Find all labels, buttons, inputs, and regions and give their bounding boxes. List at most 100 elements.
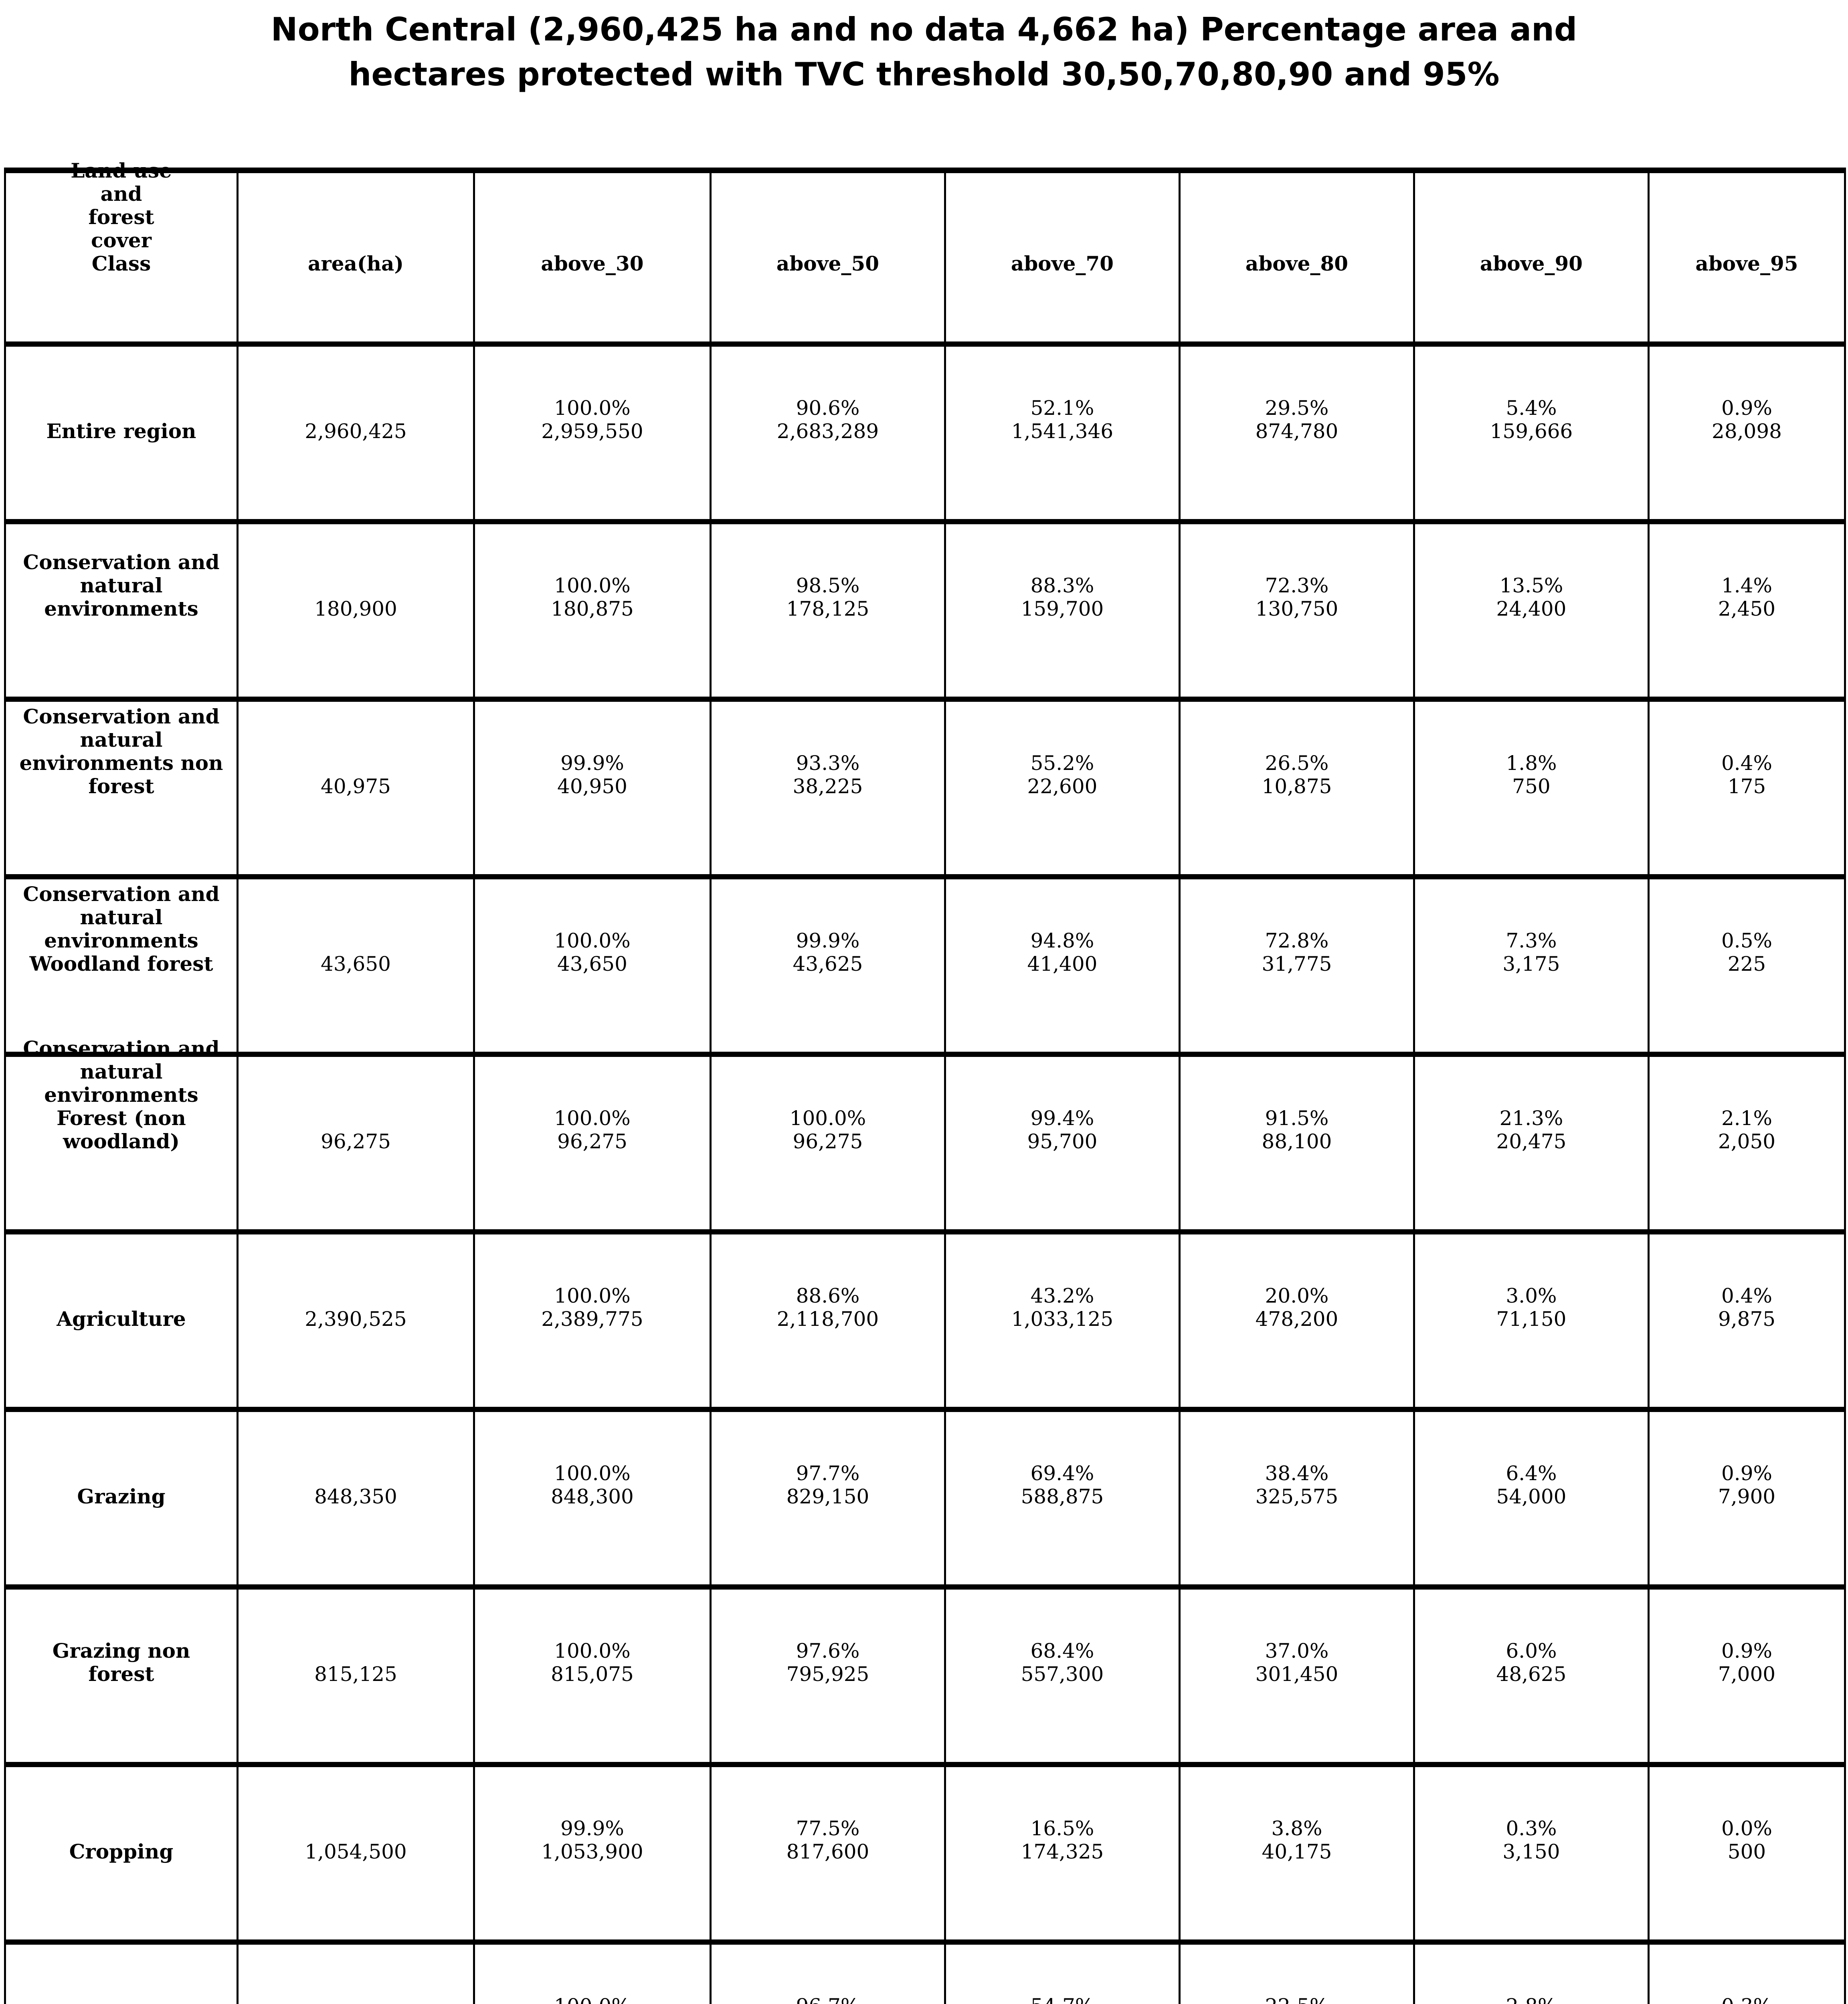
area-cell: 43,650 bbox=[237, 876, 475, 1055]
table-row-agriculture: Agriculture 2,390,525 100.0% 2,389,775 8… bbox=[4, 1231, 1846, 1410]
pct-ha-value: 22.5% 107,025 bbox=[1182, 1994, 1411, 2004]
area-value: 180,900 bbox=[314, 597, 397, 620]
pct-ha-value: 94.8% 41,400 bbox=[1027, 929, 1098, 976]
pct-ha-value: 0.4% 9,875 bbox=[1718, 1284, 1776, 1331]
table-body: Entire region 2,960,425 100.0% 2,959,550… bbox=[4, 343, 1846, 2004]
table-row-irrigation: Irrigation 476,625 100.0% 476,525 96.7% … bbox=[4, 1941, 1846, 2004]
data-cell: 69.4% 588,875 bbox=[944, 1408, 1181, 1588]
data-cell: 88.3% 159,700 bbox=[944, 521, 1181, 700]
pct-ha-value: 69.4% 588,875 bbox=[1021, 1462, 1104, 1508]
pct-ha-value: 100.0% 43,650 bbox=[554, 929, 631, 976]
data-cell: 0.5% 225 bbox=[1648, 876, 1846, 1055]
data-cell: 22.5% 107,025 bbox=[1179, 1941, 1415, 2004]
area-cell: 96,275 bbox=[237, 1053, 475, 1233]
data-cell: 97.6% 795,925 bbox=[710, 1586, 946, 1766]
data-cell: 88.6% 2,118,700 bbox=[710, 1231, 946, 1410]
col-header-text: area(ha) bbox=[307, 252, 404, 275]
col-header-text: above_50 bbox=[776, 252, 880, 275]
data-cell: 72.3% 130,750 bbox=[1179, 521, 1415, 700]
pct-ha-value: 7.3% 3,175 bbox=[1502, 929, 1560, 976]
table-row-conservation-woodland: Conservation and natural environments Wo… bbox=[4, 876, 1846, 1055]
pct-ha-value: 77.5% 817,600 bbox=[786, 1817, 869, 1863]
pct-ha-value: 93.3% 38,225 bbox=[793, 752, 863, 798]
row-label: Agriculture bbox=[57, 1307, 186, 1331]
pct-ha-value: 0.9% 28,098 bbox=[1712, 396, 1782, 443]
pct-ha-value: 13.5% 24,400 bbox=[1496, 574, 1567, 620]
data-cell: 0.9% 7,000 bbox=[1648, 1586, 1846, 1766]
col-header-above-95: above_95 bbox=[1648, 169, 1846, 345]
row-label: Grazing non forest bbox=[52, 1639, 190, 1686]
row-label-cell: Grazing bbox=[4, 1408, 239, 1588]
data-cell: 90.6% 2,683,289 bbox=[710, 343, 946, 523]
data-cell: 0.0% 500 bbox=[1648, 1764, 1846, 1943]
data-cell: 97.7% 829,150 bbox=[710, 1408, 946, 1588]
data-cell: 7.3% 3,175 bbox=[1413, 876, 1650, 1055]
pct-ha-value: 100.0% 2,389,775 bbox=[541, 1284, 643, 1331]
data-cell: 20.0% 478,200 bbox=[1179, 1231, 1415, 1410]
pct-ha-value: 100.0% 848,300 bbox=[551, 1462, 634, 1508]
data-cell: 3.0% 71,150 bbox=[1413, 1231, 1650, 1410]
pct-ha-value: 1.8% 750 bbox=[1506, 752, 1557, 798]
table-row-grazing-non-forest: Grazing non forest 815,125 100.0% 815,07… bbox=[4, 1586, 1846, 1766]
pct-ha-value: 0.3% 1,450 bbox=[1651, 1994, 1842, 2004]
data-cell: 99.4% 95,700 bbox=[944, 1053, 1181, 1233]
row-label-cell: Agriculture bbox=[4, 1231, 239, 1410]
pct-ha-value: 0.4% 175 bbox=[1721, 752, 1773, 798]
row-label: Conservation and natural environments bbox=[23, 550, 220, 620]
table-row-conservation-non-forest: Conservation and natural environments no… bbox=[4, 698, 1846, 878]
pct-ha-value: 55.2% 22,600 bbox=[1027, 752, 1098, 798]
col-header-above-80: above_80 bbox=[1179, 169, 1415, 345]
data-cell: 0.9% 7,900 bbox=[1648, 1408, 1846, 1588]
data-cell: 99.9% 1,053,900 bbox=[473, 1764, 712, 1943]
pct-ha-value: 26.5% 10,875 bbox=[1262, 752, 1332, 798]
col-header-above-30: above_30 bbox=[473, 169, 712, 345]
pct-ha-value: 2.1% 2,050 bbox=[1718, 1107, 1776, 1153]
col-header-text: above_30 bbox=[541, 252, 644, 275]
area-cell: 40,975 bbox=[237, 698, 475, 878]
data-cell: 21.3% 20,475 bbox=[1413, 1053, 1650, 1233]
pct-ha-value: 20.0% 478,200 bbox=[1255, 1284, 1338, 1331]
area-cell: 180,900 bbox=[237, 521, 475, 700]
pct-ha-value: 29.5% 874,780 bbox=[1255, 396, 1338, 443]
data-cell: 0.3% 1,450 bbox=[1648, 1941, 1846, 2004]
pct-ha-value: 91.5% 88,100 bbox=[1262, 1107, 1332, 1153]
data-cell: 1.8% 750 bbox=[1413, 698, 1650, 878]
data-cell: 2.1% 2,050 bbox=[1648, 1053, 1846, 1233]
pct-ha-value: 100.0% 96,275 bbox=[789, 1107, 866, 1153]
pct-ha-value: 43.2% 1,033,125 bbox=[1011, 1284, 1114, 1331]
pct-ha-value: 1.4% 2,450 bbox=[1718, 574, 1776, 620]
col-header-above-90: above_90 bbox=[1413, 169, 1650, 345]
data-cell: 100.0% 2,389,775 bbox=[473, 1231, 712, 1410]
row-label: Conservation and natural environments Wo… bbox=[23, 882, 220, 976]
pct-ha-value: 100.0% 815,075 bbox=[551, 1639, 634, 1686]
pct-ha-value: 99.9% 1,053,900 bbox=[541, 1817, 643, 1863]
pct-ha-value: 0.3% 3,150 bbox=[1502, 1817, 1560, 1863]
data-cell: 2.8% 13,350 bbox=[1413, 1941, 1650, 2004]
area-value: 2,960,425 bbox=[305, 420, 407, 443]
data-cell: 99.9% 40,950 bbox=[473, 698, 712, 878]
data-cell: 0.4% 175 bbox=[1648, 698, 1846, 878]
pct-ha-value: 0.5% 225 bbox=[1721, 929, 1773, 976]
data-cell: 100.0% 848,300 bbox=[473, 1408, 712, 1588]
pct-ha-value: 88.6% 2,118,700 bbox=[776, 1284, 879, 1331]
pct-ha-value: 72.8% 31,775 bbox=[1262, 929, 1332, 976]
pct-ha-value: 100.0% 476,525 bbox=[477, 1994, 708, 2004]
pct-ha-value: 98.5% 178,125 bbox=[786, 574, 869, 620]
area-value: 2,390,525 bbox=[305, 1307, 407, 1331]
data-cell: 94.8% 41,400 bbox=[944, 876, 1181, 1055]
col-header-text: above_90 bbox=[1480, 252, 1583, 275]
data-cell: 43.2% 1,033,125 bbox=[944, 1231, 1181, 1410]
data-cell: 77.5% 817,600 bbox=[710, 1764, 946, 1943]
area-cell: 1,054,500 bbox=[237, 1764, 475, 1943]
data-cell: 5.4% 159,666 bbox=[1413, 343, 1650, 523]
row-label: Cropping bbox=[69, 1840, 174, 1863]
pct-ha-value: 21.3% 20,475 bbox=[1496, 1107, 1567, 1153]
area-value: 96,275 bbox=[321, 1130, 391, 1153]
col-header-text: above_70 bbox=[1011, 252, 1114, 275]
area-value: 1,054,500 bbox=[305, 1840, 407, 1863]
area-value: 815,125 bbox=[314, 1663, 397, 1686]
header-row: Land use and forest cover Class area(ha)… bbox=[4, 159, 1846, 345]
pct-ha-value: 0.9% 7,900 bbox=[1718, 1462, 1776, 1508]
pct-ha-value: 6.4% 54,000 bbox=[1496, 1462, 1567, 1508]
row-label-cell: Conservation and natural environments no… bbox=[4, 698, 239, 878]
